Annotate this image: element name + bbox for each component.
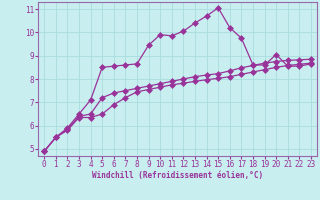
X-axis label: Windchill (Refroidissement éolien,°C): Windchill (Refroidissement éolien,°C) bbox=[92, 171, 263, 180]
